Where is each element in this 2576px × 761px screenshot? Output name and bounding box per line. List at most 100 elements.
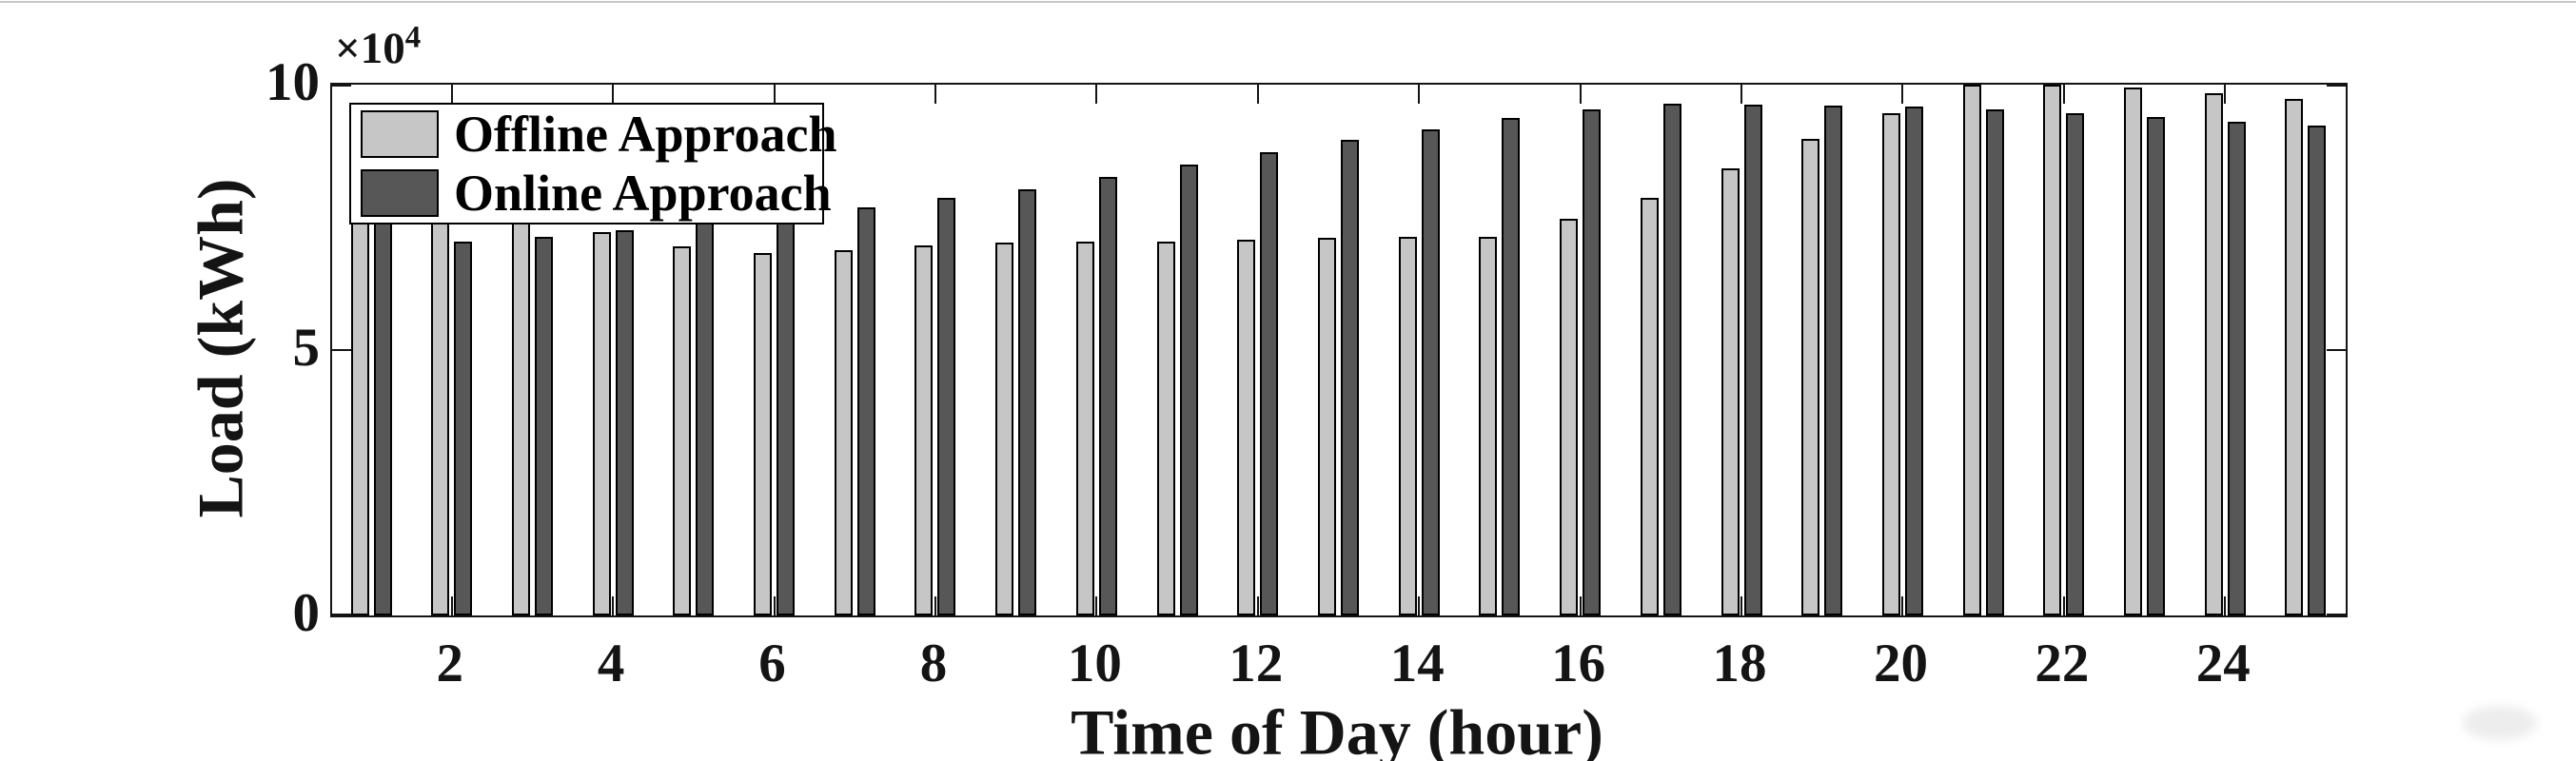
x-tick-label: 2 xyxy=(436,634,463,693)
bar-offline-hour-20 xyxy=(1881,113,1900,615)
x-tick-bottom xyxy=(1418,596,1421,615)
bar-offline-hour-14 xyxy=(1398,237,1417,615)
x-tick-label: 22 xyxy=(2035,634,2090,693)
window-top-border xyxy=(0,1,2576,3)
bar-online-hour-24 xyxy=(2227,122,2246,615)
bar-offline-hour-21 xyxy=(1962,85,1981,615)
x-tick-top xyxy=(1095,85,1098,104)
x-tick-bottom xyxy=(934,596,936,615)
x-tick-bottom xyxy=(1095,596,1098,615)
bar-online-hour-12 xyxy=(1260,152,1279,615)
x-tick-label: 20 xyxy=(1873,634,1928,693)
bar-offline-hour-3 xyxy=(511,217,530,615)
y-axis-multiplier-exponent: 4 xyxy=(404,20,422,55)
render-artifact-smudge xyxy=(2463,706,2537,740)
x-tick-label: 18 xyxy=(1712,634,1767,693)
bar-online-hour-11 xyxy=(1179,165,1198,615)
bar-offline-hour-19 xyxy=(1801,139,1820,615)
bar-offline-hour-11 xyxy=(1156,242,1175,615)
bar-offline-hour-6 xyxy=(754,253,773,615)
y-tick-label: 10 xyxy=(265,52,320,112)
y-tick-label: 0 xyxy=(292,583,321,643)
bar-online-hour-14 xyxy=(1421,129,1440,615)
x-tick-top xyxy=(773,85,776,104)
bar-offline-hour-2 xyxy=(431,217,450,615)
x-tick-bottom xyxy=(2062,596,2065,615)
bar-online-hour-9 xyxy=(1018,189,1037,615)
x-tick-label: 24 xyxy=(2195,634,2251,693)
y-tick-right xyxy=(2327,85,2346,87)
bar-online-hour-10 xyxy=(1098,177,1117,615)
bar-online-hour-3 xyxy=(534,237,553,615)
bar-offline-hour-17 xyxy=(1640,198,1659,615)
x-tick-label: 8 xyxy=(919,634,948,693)
x-tick-label: 14 xyxy=(1389,634,1445,693)
bar-offline-hour-13 xyxy=(1317,238,1336,615)
bar-online-hour-15 xyxy=(1502,118,1521,615)
x-tick-top xyxy=(2224,85,2227,104)
bar-online-hour-20 xyxy=(1904,107,1923,615)
x-tick-bottom xyxy=(1740,596,1743,615)
bar-offline-hour-9 xyxy=(995,243,1014,615)
bar-online-hour-22 xyxy=(2066,113,2085,615)
x-tick-top xyxy=(1418,85,1421,104)
bar-online-hour-21 xyxy=(1985,109,2004,615)
y-tick-label: 5 xyxy=(292,318,321,378)
bar-offline-hour-18 xyxy=(1721,168,1740,615)
y-axis-multiplier-base: ×10 xyxy=(335,24,405,73)
bar-offline-hour-1 xyxy=(350,215,369,615)
bar-offline-hour-22 xyxy=(2043,85,2062,615)
x-tick-label: 16 xyxy=(1551,634,1606,693)
x-tick-label: 4 xyxy=(597,634,625,693)
bar-offline-hour-8 xyxy=(914,245,934,615)
y-axis-multiplier: ×104 xyxy=(335,20,422,74)
bar-offline-hour-7 xyxy=(834,250,853,615)
x-tick-top xyxy=(612,85,615,104)
bar-online-hour-4 xyxy=(615,230,634,615)
plot-area xyxy=(330,83,2348,617)
y-tick-left xyxy=(332,614,351,615)
x-tick-bottom xyxy=(1579,596,1582,615)
bar-online-hour-17 xyxy=(1662,104,1681,615)
bar-offline-hour-4 xyxy=(592,232,611,615)
x-tick-top xyxy=(1256,85,1259,104)
y-tick-left xyxy=(332,85,351,87)
x-tick-bottom xyxy=(2224,596,2227,615)
bar-online-hour-23 xyxy=(2147,117,2166,615)
x-tick-top xyxy=(934,85,936,104)
x-tick-bottom xyxy=(450,596,453,615)
legend-item-online: Online Approach xyxy=(361,167,832,219)
bar-offline-hour-12 xyxy=(1237,240,1256,615)
bar-online-hour-18 xyxy=(1743,105,1762,615)
x-tick-bottom xyxy=(1901,596,1904,615)
legend-item-offline: Offline Approach xyxy=(361,108,837,160)
bar-offline-hour-15 xyxy=(1479,237,1498,615)
bar-online-hour-2 xyxy=(454,242,473,615)
legend-label-online: Online Approach xyxy=(454,165,832,222)
bar-offline-hour-24 xyxy=(2204,93,2223,615)
bar-online-hour-6 xyxy=(777,215,796,615)
legend-swatch-offline xyxy=(361,110,439,158)
x-tick-bottom xyxy=(1256,596,1259,615)
x-tick-top xyxy=(450,85,453,104)
bar-online-hour-8 xyxy=(937,198,956,615)
bar-online-hour-7 xyxy=(856,207,875,615)
x-tick-top xyxy=(1579,85,1582,104)
bar-offline-hour-10 xyxy=(1075,242,1094,615)
x-tick-top xyxy=(1901,85,1904,104)
x-tick-top xyxy=(2062,85,2065,104)
bar-online-hour-13 xyxy=(1340,140,1359,615)
x-axis-label: Time of Day (hour) xyxy=(1071,695,1603,761)
bar-offline-hour-23 xyxy=(2124,88,2143,615)
legend: Offline Approach Online Approach xyxy=(349,103,837,224)
x-tick-label: 6 xyxy=(758,634,786,693)
y-tick-right xyxy=(2327,614,2346,615)
bar-offline-hour-16 xyxy=(1560,219,1579,615)
bar-online-hour-25 xyxy=(2308,126,2327,615)
bar-online-hour-16 xyxy=(1583,109,1602,615)
x-tick-label: 10 xyxy=(1067,634,1122,693)
x-tick-label: 12 xyxy=(1229,634,1284,693)
bar-online-hour-19 xyxy=(1824,106,1843,615)
x-tick-bottom xyxy=(612,596,615,615)
